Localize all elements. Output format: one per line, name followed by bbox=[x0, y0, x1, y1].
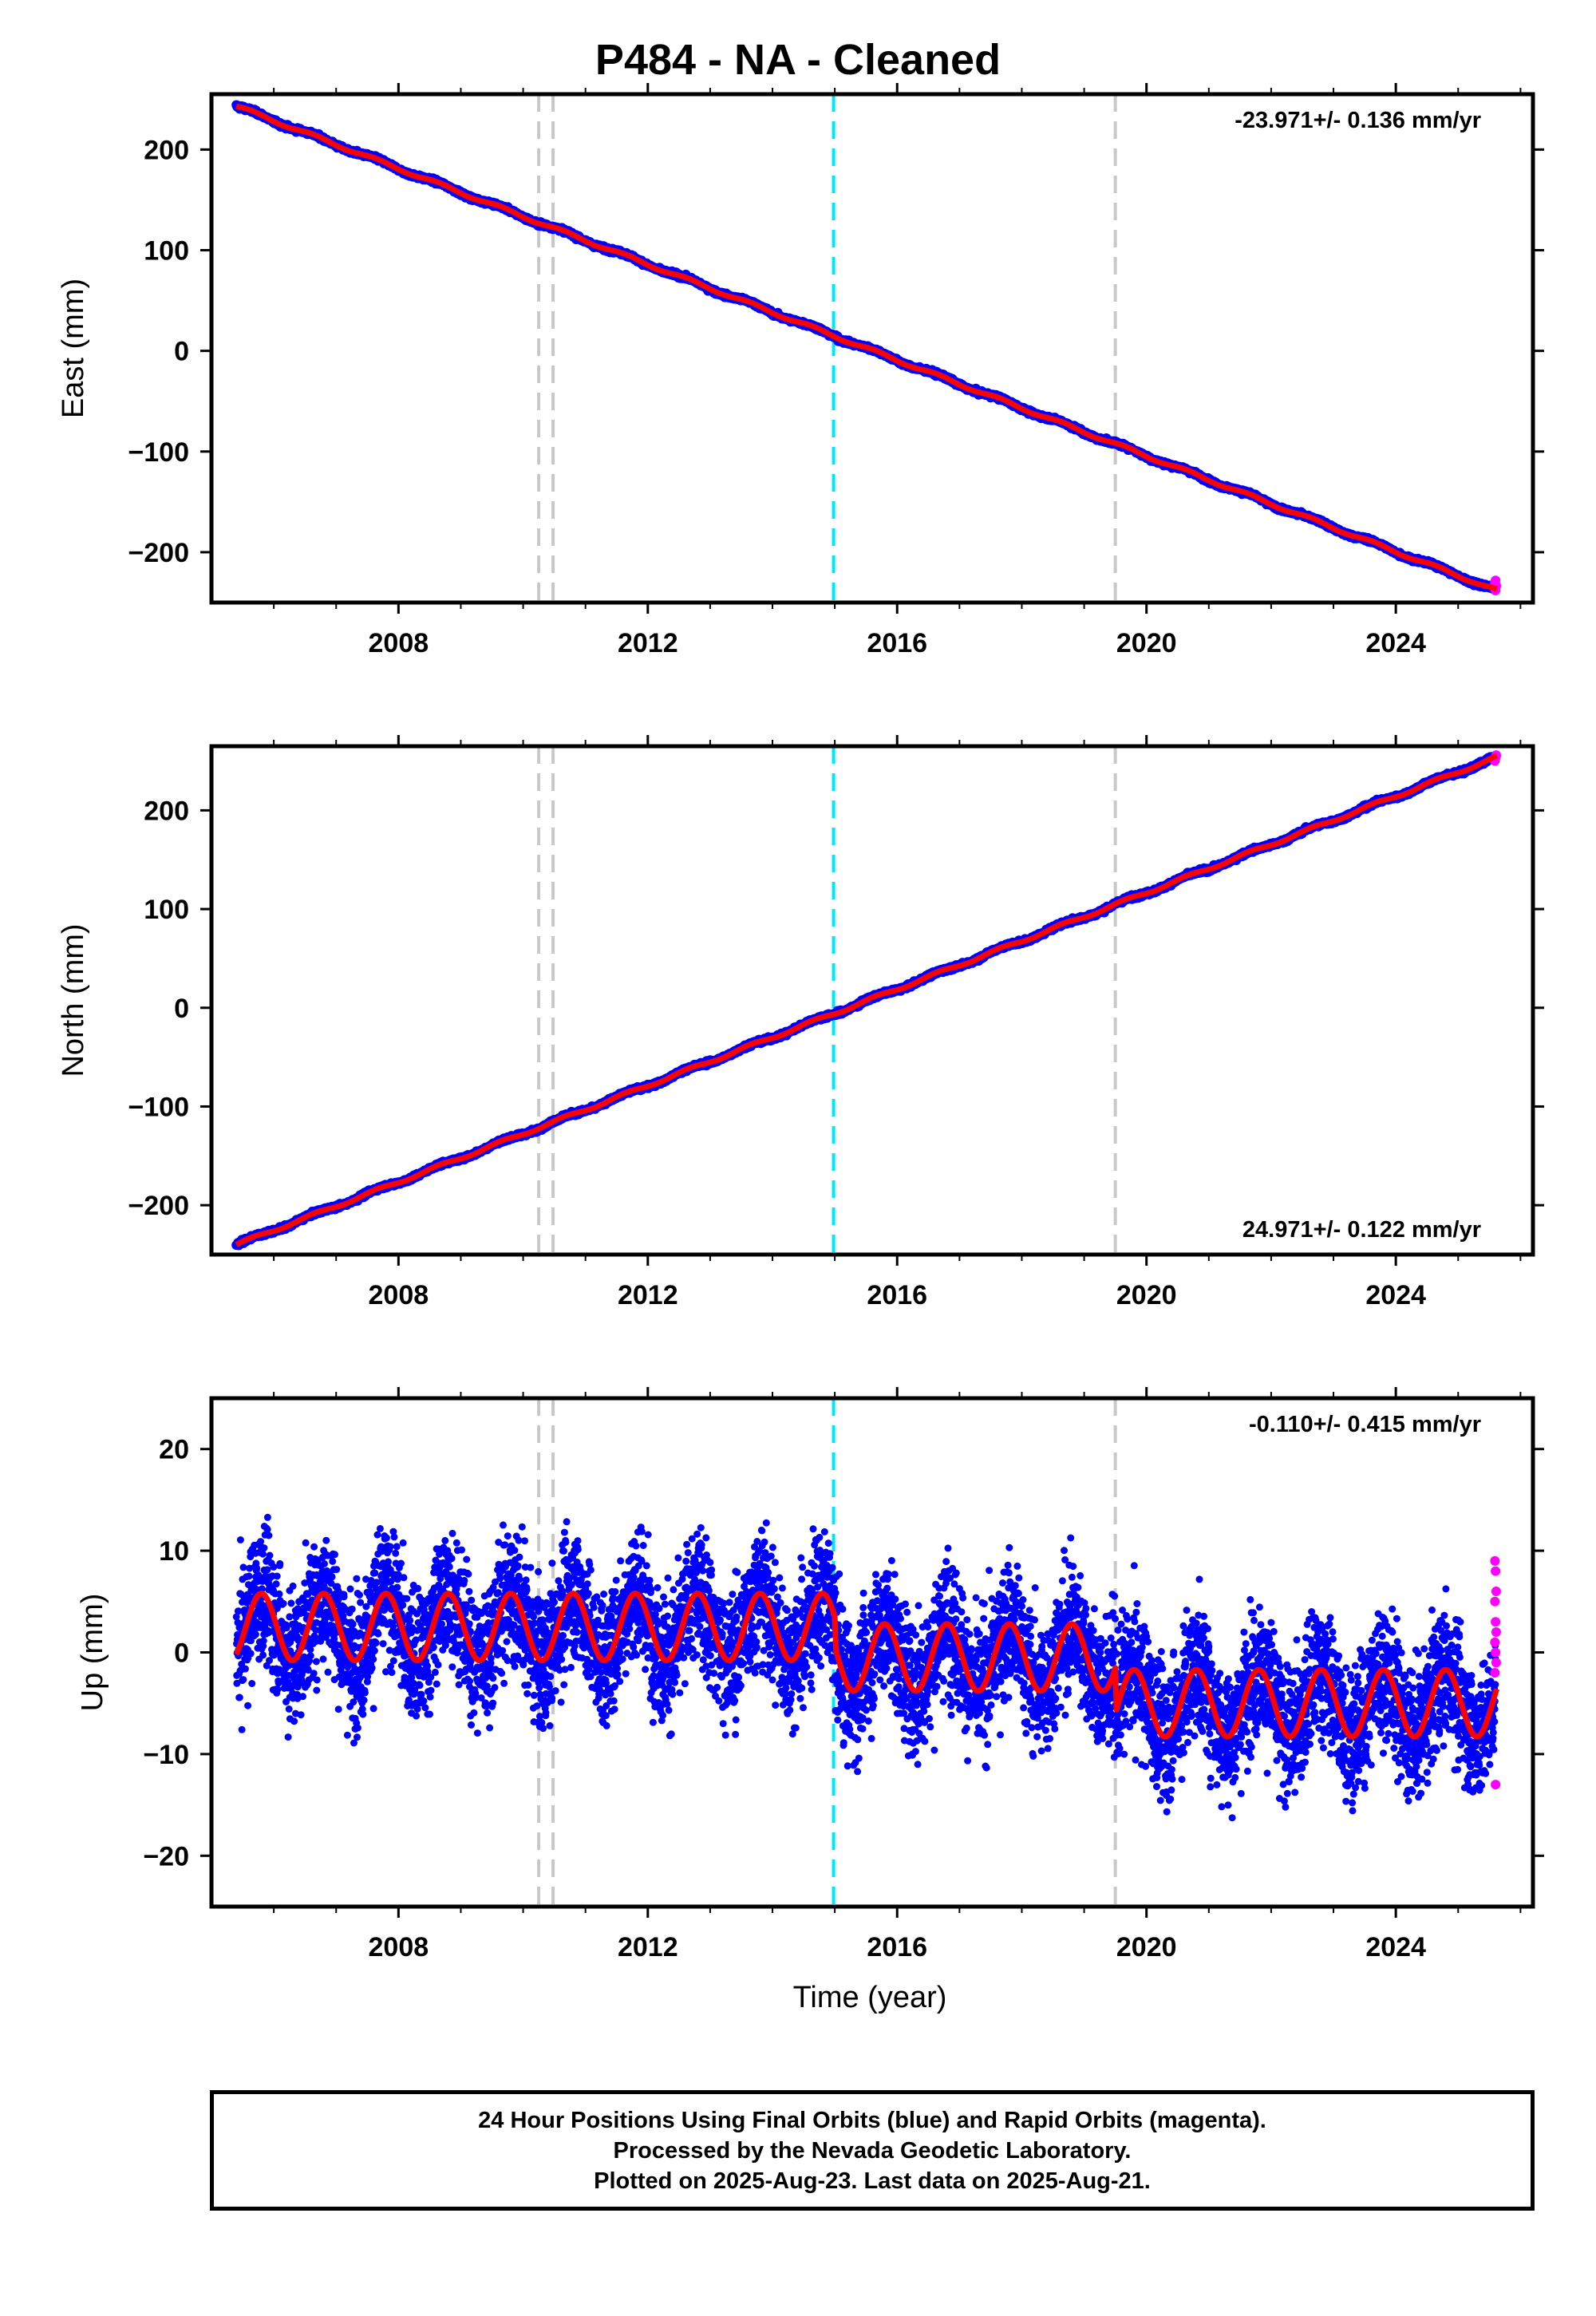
east-frame bbox=[209, 92, 1535, 605]
up-rapid-point bbox=[1490, 1596, 1500, 1607]
up-data bbox=[232, 1398, 1501, 1907]
up-rapid-point bbox=[1491, 1566, 1501, 1576]
east-ytick-label: 200 bbox=[144, 135, 189, 165]
east-xtick-label: 2012 bbox=[618, 628, 678, 658]
north-xtick-label: 2008 bbox=[369, 1280, 429, 1310]
east-rate-label: -23.971+/- 0.136 mm/yr bbox=[1235, 108, 1481, 133]
north-ytick-label: −200 bbox=[128, 1191, 189, 1221]
up-rapid-point bbox=[1491, 1617, 1501, 1627]
east-ytick-label: −200 bbox=[128, 538, 189, 568]
east-ytick-label: 0 bbox=[174, 337, 189, 367]
east-panel: 2008 2012 2016 2020 2024 −200 −100 0 100 200 East … bbox=[57, 83, 1544, 658]
east-xtick-label: 2024 bbox=[1365, 628, 1426, 658]
up-rapid-point bbox=[1490, 1637, 1500, 1647]
north-xtick-label: 2012 bbox=[618, 1280, 678, 1310]
up-rapid-point bbox=[1491, 1587, 1501, 1597]
up-xtick-label: 2024 bbox=[1365, 1932, 1426, 1962]
up-xtick-label: 2016 bbox=[867, 1932, 927, 1962]
north-xtick-label: 2024 bbox=[1365, 1280, 1426, 1310]
north-frame bbox=[209, 744, 1535, 1257]
caption-line-3: Plotted on 2025-Aug-23. Last data on 202… bbox=[594, 2168, 1151, 2194]
up-ytick-label: 20 bbox=[159, 1435, 189, 1465]
north-xtick-label: 2020 bbox=[1116, 1280, 1177, 1310]
up-ytick-label: −10 bbox=[143, 1740, 189, 1770]
up-ytick-label: −20 bbox=[143, 1841, 189, 1871]
up-rate-label: -0.110+/- 0.415 mm/yr bbox=[1249, 1412, 1481, 1437]
up-xtick-label: 2020 bbox=[1116, 1932, 1177, 1962]
north-model-fit-line bbox=[235, 753, 1499, 1247]
north-data bbox=[231, 746, 1501, 1255]
up-rapid-point bbox=[1491, 1647, 1501, 1658]
east-ytick-label: 100 bbox=[144, 236, 189, 267]
east-model-fit-line bbox=[235, 103, 1499, 592]
up-rapid-point bbox=[1490, 1667, 1500, 1678]
east-ylabel: East (mm) bbox=[57, 279, 90, 418]
up-rapid-point bbox=[1491, 1780, 1501, 1790]
up-model-fit-line bbox=[234, 1591, 1500, 1740]
east-xtick-label: 2008 bbox=[369, 628, 429, 658]
caption-line-1: 24 Hour Positions Using Final Orbits (bl… bbox=[478, 2107, 1266, 2133]
up-rapid-point bbox=[1491, 1658, 1501, 1668]
up-xlabel: Time (year) bbox=[793, 1981, 947, 2014]
up-rapid-point bbox=[1491, 1627, 1501, 1638]
caption-line-2: Processed by the Nevada Geodetic Laborat… bbox=[613, 2137, 1132, 2164]
up-ytick-label: 10 bbox=[159, 1536, 189, 1567]
east-xtick-label: 2020 bbox=[1116, 628, 1177, 658]
up-ylabel: Up (mm) bbox=[76, 1594, 109, 1712]
east-ytick-label: −100 bbox=[128, 437, 189, 468]
north-ytick-label: 100 bbox=[144, 895, 189, 925]
north-xtick-label: 2016 bbox=[867, 1280, 927, 1310]
north-ytick-label: −100 bbox=[128, 1092, 189, 1122]
up-xtick-label: 2012 bbox=[618, 1932, 678, 1962]
north-ylabel: North (mm) bbox=[57, 923, 90, 1077]
chart-title: P484 - NA - Cleaned bbox=[595, 36, 1001, 84]
up-rapid-point bbox=[1490, 1555, 1500, 1566]
up-rapid-orbit-points bbox=[1490, 1555, 1501, 1790]
up-panel: 2008 2012 2016 2020 2024 −20 −10 0 10 20 Up (mm) -0… bbox=[76, 1387, 1544, 2014]
east-xtick-label: 2016 bbox=[867, 628, 927, 658]
north-rate-label: 24.971+/- 0.122 mm/yr bbox=[1242, 1217, 1481, 1243]
north-ytick-label: 200 bbox=[144, 796, 189, 826]
caption-box: 24 Hour Positions Using Final Orbits (bl… bbox=[210, 2090, 1535, 2211]
north-ytick-label: 0 bbox=[174, 994, 189, 1024]
up-xtick-label: 2008 bbox=[369, 1932, 429, 1962]
north-panel: 2008 2012 2016 2020 2024 −200 −100 0 100 200 North… bbox=[57, 735, 1544, 1310]
east-data bbox=[231, 94, 1501, 603]
up-ytick-label: 0 bbox=[174, 1638, 189, 1669]
